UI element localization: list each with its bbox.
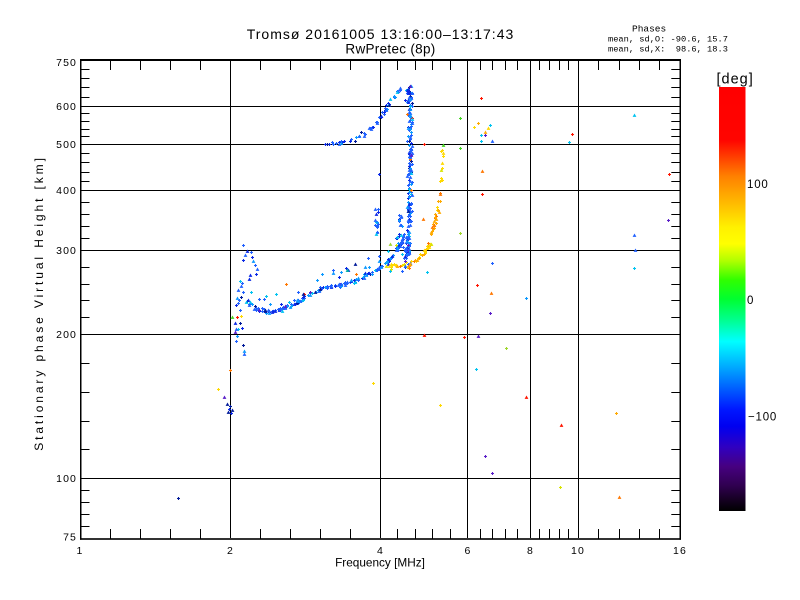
- svg-text:1: 1: [77, 545, 84, 557]
- svg-text:−100: −100: [748, 412, 777, 424]
- svg-text:mean, sd,O: -90.6, 15.7: mean, sd,O: -90.6, 15.7: [608, 35, 728, 45]
- svg-text:500: 500: [56, 139, 77, 151]
- svg-text:100: 100: [747, 179, 769, 191]
- svg-text:16: 16: [673, 545, 687, 557]
- svg-text:75: 75: [63, 532, 77, 544]
- svg-text:400: 400: [56, 185, 77, 197]
- svg-text:RwPretec (8p): RwPretec (8p): [345, 42, 435, 57]
- svg-text:Phases: Phases: [632, 24, 666, 35]
- svg-text:6: 6: [465, 545, 472, 557]
- svg-text:600: 600: [56, 101, 77, 113]
- svg-text:mean, sd,X: 98.6, 18.3: mean, sd,X: 98.6, 18.3: [608, 45, 728, 55]
- svg-text:[deg]: [deg]: [717, 72, 754, 88]
- svg-text:100: 100: [56, 473, 77, 485]
- svg-text:Stationary phase Virtual Heigh: Stationary phase Virtual Height [km]: [32, 155, 46, 451]
- svg-text:300: 300: [56, 245, 77, 257]
- svg-text:750: 750: [56, 57, 77, 69]
- svg-text:Frequency [MHz]: Frequency [MHz]: [335, 556, 425, 570]
- svg-text:0: 0: [747, 295, 754, 307]
- svg-text:2: 2: [227, 545, 234, 557]
- svg-text:8: 8: [527, 545, 534, 557]
- svg-text:4: 4: [377, 545, 384, 557]
- svg-text:Tromsø 20161005 13:16:00–13:17: Tromsø 20161005 13:16:00–13:17:43: [247, 26, 515, 42]
- svg-text:10: 10: [571, 545, 585, 557]
- svg-text:200: 200: [56, 329, 77, 341]
